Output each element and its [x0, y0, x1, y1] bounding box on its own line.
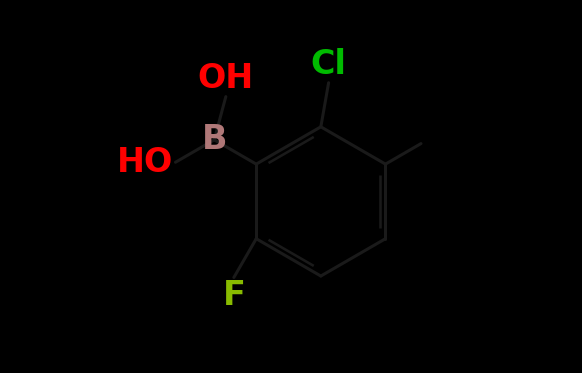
Text: HO: HO	[118, 146, 173, 179]
Text: OH: OH	[198, 62, 254, 95]
Text: Cl: Cl	[311, 48, 346, 81]
Text: B: B	[201, 123, 227, 156]
Text: F: F	[222, 279, 245, 312]
